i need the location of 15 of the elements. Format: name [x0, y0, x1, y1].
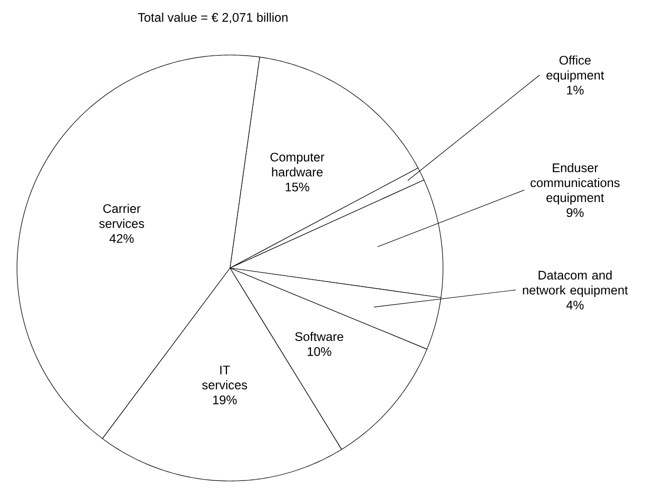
data-label: 1% — [567, 86, 584, 95]
data-label: 15% — [286, 182, 310, 192]
data-label: 19% — [213, 396, 237, 404]
slice-label: Software — [295, 332, 344, 342]
slice-label: Office equipment — [546, 56, 604, 82]
data-label: 42% — [110, 234, 134, 243]
slice-label: IT services — [202, 366, 248, 390]
data-label: 4% — [566, 300, 584, 310]
slice-label: Carrier services — [99, 204, 144, 228]
chart-title: Total value = € 2,071 billion — [138, 12, 288, 24]
data-label: 9% — [566, 208, 584, 218]
slice-label: Datacom and network equipment — [522, 270, 628, 297]
data-label: 10% — [308, 347, 332, 356]
slice-label: Computer hardware — [270, 152, 324, 176]
slice-label: Enduser communications equipment — [530, 163, 620, 205]
